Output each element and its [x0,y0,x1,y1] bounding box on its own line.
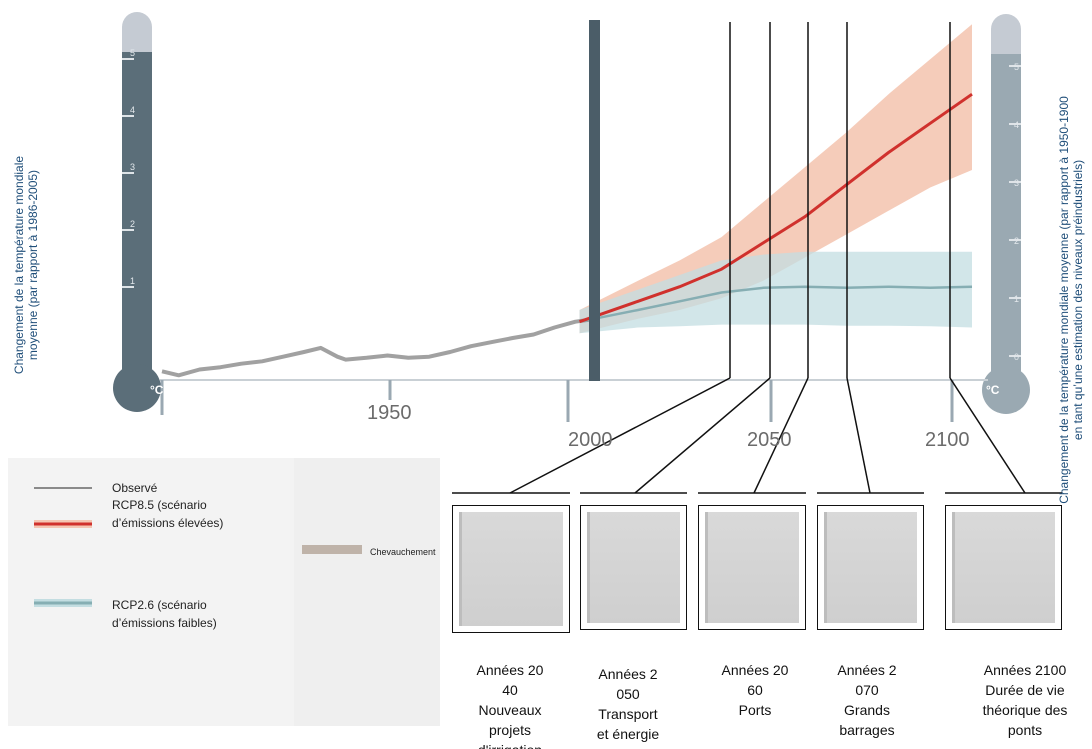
thermometer-tick-label: 3 [1014,178,1019,188]
celsius-unit-left: °C [150,383,164,397]
thermometer-bulb [113,364,161,412]
thermometer-tick-label: 4 [130,105,135,115]
observed-line [161,316,597,378]
x-tick-label-2050: 2050 [747,429,792,451]
x-tick-label-2100: 2100 [925,429,970,451]
legend: Observé RCP8.5 (scénario d’émissions éle… [8,458,440,726]
photo-dams [817,505,924,630]
right-thermometer: 0 1 2 3 4 5 [982,14,1030,414]
caption-line: projets [488,722,532,738]
thermometer-tick-label: 1 [1014,294,1019,304]
legend-label-overlap: Chevauchement [370,547,436,557]
caption-line: barrages [839,722,895,738]
caption-line: théorique des [982,702,1068,718]
legend-swatch-overlap-rect [302,545,362,554]
caption-line: Années 2 [598,666,658,682]
photo-irrigation [452,505,570,633]
photo-transport [580,505,687,630]
thermometer-bulb [982,366,1030,414]
caption-bridges: Années 2100 Durée de vie théorique des p… [965,660,1085,740]
present-divider-bar [589,20,600,381]
thermometer-tick-label: 3 [130,162,135,172]
caption-line: Ports [738,702,772,718]
photo-placeholder [459,512,563,626]
legend-label-rcp85-line1: RCP8.5 (scénario [112,498,207,512]
caption-line: 40 [502,682,518,698]
left-thermometer: 1 2 3 4 5 [113,12,161,412]
series-lines [161,92,973,378]
caption-ports: Années 20 60 Ports [700,660,810,720]
thermometer-tick-label: 2 [1014,236,1019,246]
rcp85-line [579,92,973,324]
thermometer-tube [122,52,152,388]
thermometer-tick-label: 4 [1014,120,1019,130]
caption-line: Années 2 [837,662,897,678]
thermometer-tick-label: 5 [130,48,135,58]
scenario-bands [579,24,972,334]
photo-placeholder [824,512,917,623]
caption-line: Grands [844,702,890,718]
caption-line: ponts [1007,722,1043,738]
caption-line: d'irrigation [455,740,565,749]
photo-placeholder [705,512,799,623]
legend-panel [8,458,294,726]
caption-transport: Années 2 050 Transport et énergie [573,664,683,744]
thermometer-tick-label: 1 [130,276,135,286]
y-axis-label-left: Changement de la température mondiale mo… [12,115,40,415]
thermometer-tube [991,54,1021,390]
legend-swatch-overlap [302,545,362,554]
caption-line: 050 [616,686,640,702]
caption-line: Transport [598,706,658,722]
caption-line: 60 [747,682,763,698]
photo-bridges [945,505,1062,630]
caption-line: Années 2100 [983,662,1067,678]
caption-dams: Années 2 070 Grands barrages [812,660,922,740]
thermometer-tick-label: 0 [1014,352,1019,362]
caption-line: et énergie [596,726,660,742]
legend-label-observed: Observé [112,481,158,495]
photo-ports [698,505,806,630]
legend-label-rcp85-line2: d’émissions élevées) [112,516,224,530]
photo-placeholder [587,512,680,623]
x-tick-label-1950: 1950 [367,402,412,424]
connector-diagonal [753,377,809,494]
caption-line: Durée de vie [985,682,1065,698]
caption-line: Nouveaux [478,702,542,718]
present-divider [589,20,600,381]
y-axis-label-right-line1: Changement de la température mondiale mo… [1057,96,1071,504]
thermometer-tick-label: 2 [130,219,135,229]
rcp26-range-band [579,251,972,334]
celsius-unit-right: °C [986,383,1000,397]
caption-line: Années 20 [721,662,789,678]
thermometer-tick-label: 5 [1014,62,1019,72]
y-axis-label-left-line2: moyenne (par rapport à 1986-2005) [26,169,40,361]
connector-diagonal [509,377,731,494]
rcp26-line [579,285,973,323]
connector-diagonal [634,377,771,494]
legend-label-rcp26-line1: RCP2.6 (scénario [112,598,207,612]
x-tick-label-2000: 2000 [568,429,613,451]
connector-diagonal [949,377,1026,494]
photo-placeholder [952,512,1055,623]
caption-line: 070 [855,682,879,698]
y-axis-label-right: Changement de la température mondiale mo… [1057,20,1085,580]
legend-swatches [34,487,92,607]
x-axis [160,379,988,422]
caption-irrigation: Années 20 40 Nouveaux projets d'irrigati… [455,660,565,749]
legend-label-rcp26-line2: d’émissions faibles) [112,616,217,630]
connector-diagonal [846,377,871,494]
y-axis-label-right-line2: en tant qu’une estimation des niveaux pr… [1071,159,1085,441]
caption-line: Années 20 [476,662,544,678]
decade-connectors [452,22,1062,494]
y-axis-label-left-line1: Changement de la température mondiale [12,155,26,375]
